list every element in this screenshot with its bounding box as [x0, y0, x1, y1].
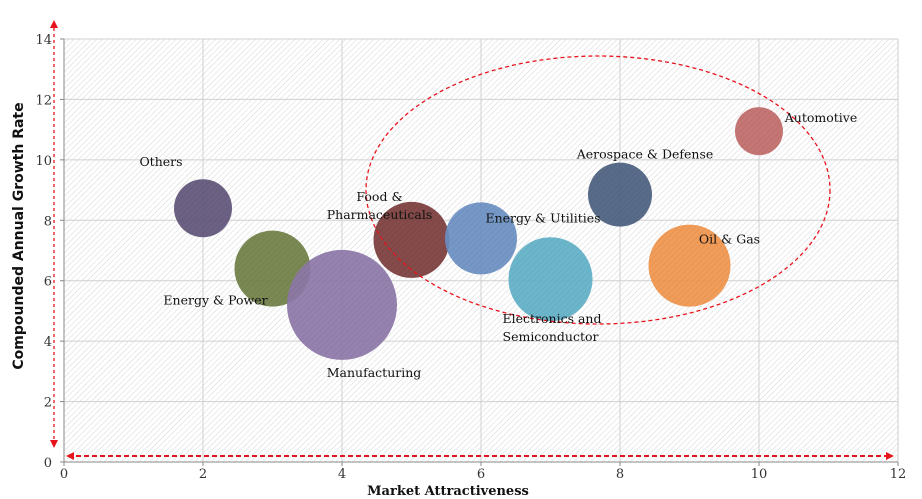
y-tick-label: 14	[35, 33, 52, 48]
bubble-label-food-pharmaceuticals: Food &	[356, 189, 402, 204]
x-tick-label: 0	[60, 467, 68, 482]
x-axis-label: Market Attractiveness	[367, 484, 529, 499]
bubble-texture	[445, 202, 517, 275]
bubble-labels: Others Energy & Power Manufacturing Food & P…	[139, 110, 857, 380]
y-tick-label: 4	[44, 335, 52, 350]
y-tick-label: 0	[44, 456, 52, 471]
x-tick-label: 2	[199, 467, 207, 482]
y-axis-label: Compounded Annual Growth Rate	[11, 102, 27, 369]
bubble-label-energy-power: Energy & Power	[163, 293, 267, 308]
x-tick-label: 12	[890, 467, 907, 482]
bubbles	[174, 107, 783, 360]
bubble-label-food-pharmaceuticals: Pharmaceuticals	[327, 207, 433, 222]
bubble-label-others: Others	[139, 154, 182, 169]
bubble-label-manufacturing: Manufacturing	[327, 365, 422, 380]
bubble-label-automotive: Automotive	[784, 110, 858, 125]
bubble-texture	[588, 162, 652, 227]
y-tick-label: 6	[44, 275, 52, 290]
bubble-texture	[373, 201, 450, 278]
bubble-label-oil-gas: Oil & Gas	[699, 232, 760, 247]
bubble-label-electronics-and-semiconductor: Electronics and	[503, 311, 602, 326]
bubble-texture	[174, 179, 232, 238]
x-tick-label: 10	[751, 467, 768, 482]
x-tick-label: 8	[616, 467, 624, 482]
x-tick-label: 6	[477, 467, 485, 482]
bubble-texture	[287, 249, 397, 360]
bubble-label-aerospace-defense: Aerospace & Defense	[576, 147, 714, 162]
bubble-label-energy-utilities: Energy & Utilities	[485, 210, 600, 225]
highlight-ellipse	[365, 55, 831, 325]
y-tick-label: 10	[35, 154, 52, 169]
y-tick-label: 12	[35, 93, 52, 108]
axes: 0 2 4 6 8 10 12 0 2 4 6 8 10 12 14	[35, 33, 906, 482]
bubble-texture	[648, 224, 731, 307]
bubble-label-electronics-and-semiconductor: Semiconductor	[503, 329, 599, 344]
bubble-texture	[508, 237, 593, 322]
bubble-texture	[735, 107, 783, 156]
x-tick-label: 4	[338, 467, 346, 482]
y-tick-label: 2	[44, 396, 52, 411]
y-tick-label: 8	[44, 214, 52, 229]
